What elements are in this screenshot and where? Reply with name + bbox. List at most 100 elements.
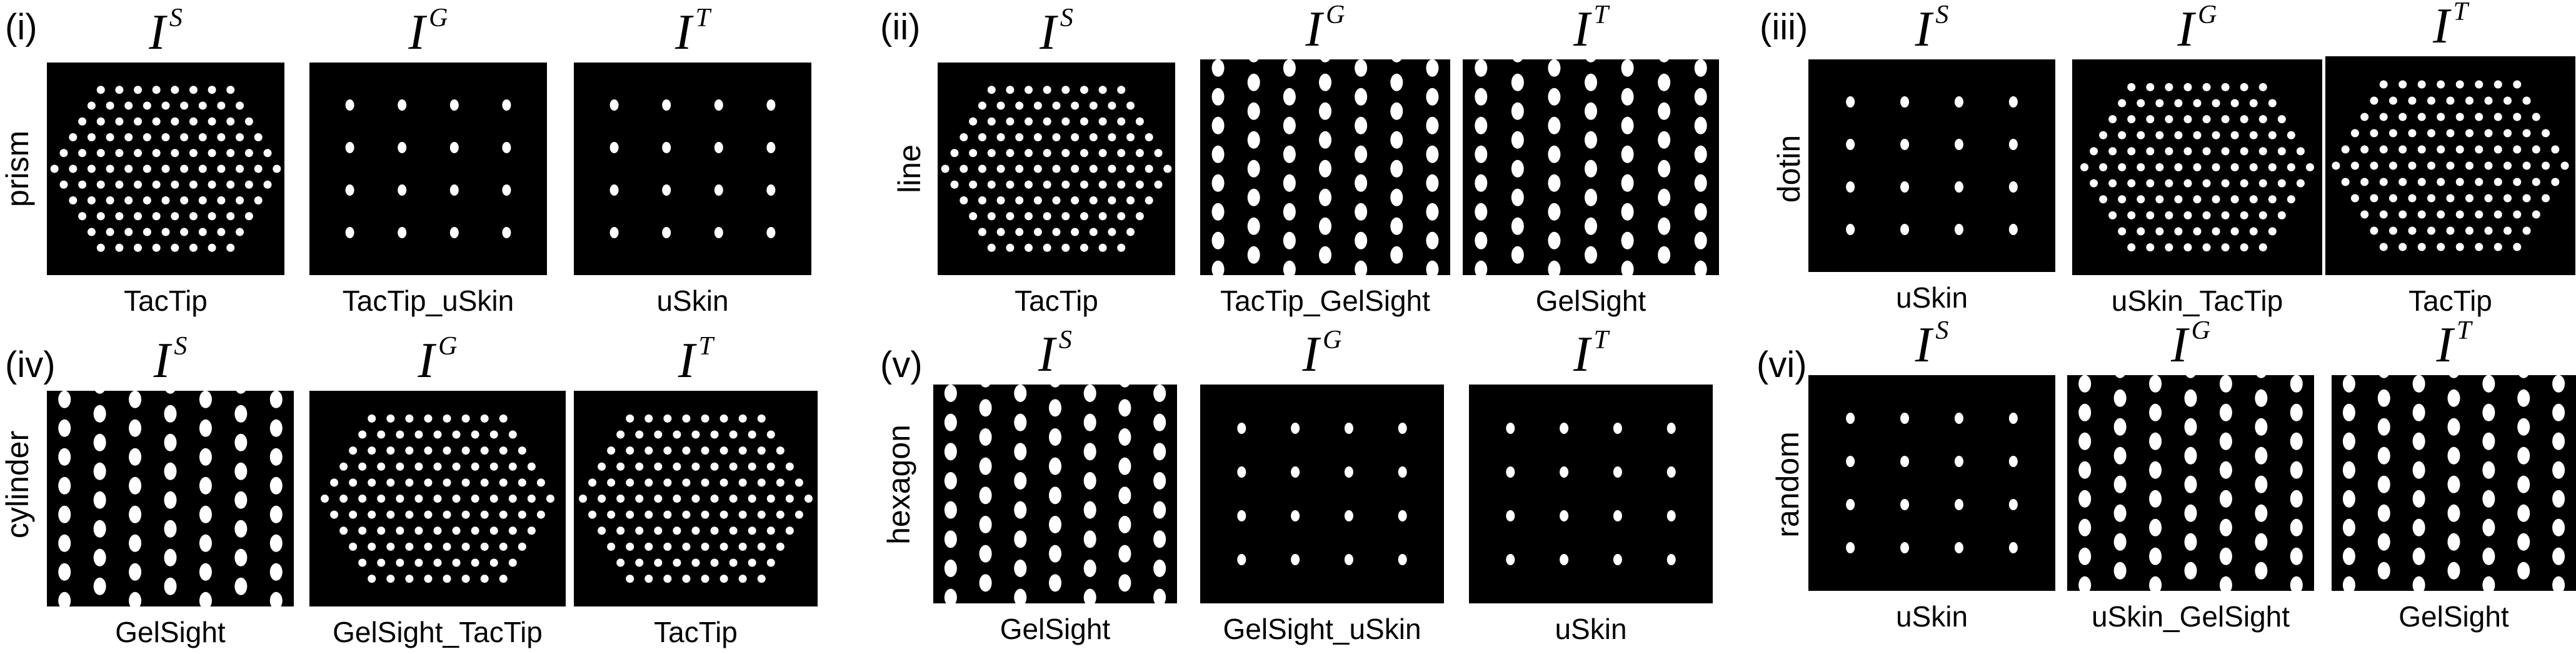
marker-dot xyxy=(217,164,226,173)
marker-dot xyxy=(93,491,106,509)
marker-dot xyxy=(452,558,461,567)
marker-dot xyxy=(1390,73,1403,91)
marker-dot xyxy=(449,227,459,238)
panel-caption: uSkin xyxy=(1555,613,1627,645)
marker-dot xyxy=(1900,139,1910,150)
marker-dot xyxy=(1126,164,1135,173)
marker-dot xyxy=(368,414,376,423)
marker-dot xyxy=(433,526,442,535)
marker-dot xyxy=(1426,116,1439,134)
marker-dot xyxy=(2342,490,2355,508)
marker-dot xyxy=(2493,80,2502,89)
marker-dot xyxy=(1694,59,1707,77)
marker-dot xyxy=(244,117,253,126)
marker-dot xyxy=(58,591,71,606)
marker-dot xyxy=(106,164,114,173)
marker-dot xyxy=(1211,88,1225,106)
marker-dot xyxy=(2388,161,2397,170)
marker-dot xyxy=(766,526,775,535)
marker-dot xyxy=(2008,224,2018,235)
marker-pattern xyxy=(58,391,283,606)
marker-dot xyxy=(2149,576,2162,591)
marker-image-panel xyxy=(47,391,294,606)
marker-dot xyxy=(2370,96,2378,105)
marker-dot xyxy=(2212,99,2220,108)
marker-dot xyxy=(2417,113,2426,121)
marker-dot xyxy=(2484,161,2493,170)
marker-dot xyxy=(1015,164,1024,173)
marker-dot xyxy=(2522,96,2531,105)
marker-dot xyxy=(1126,101,1135,110)
marker-dot xyxy=(2155,99,2164,108)
marker-dot xyxy=(1083,560,1096,577)
marker-dot xyxy=(2379,113,2388,121)
marker-dot xyxy=(2377,446,2390,465)
marker-dot xyxy=(673,526,681,535)
marker-dot xyxy=(2513,145,2522,154)
marker-dot xyxy=(1247,246,1260,264)
marker-dot xyxy=(180,228,189,236)
marker-dot xyxy=(1666,466,1676,478)
marker-dot xyxy=(386,542,395,551)
marker-dot xyxy=(134,149,143,158)
marker-dot xyxy=(269,448,283,466)
marker-dot xyxy=(217,196,226,205)
group-label: (i) xyxy=(5,7,38,48)
marker-dot xyxy=(1355,203,1368,221)
marker-dot xyxy=(2113,418,2127,436)
marker-dot xyxy=(1291,423,1300,434)
marker-dot xyxy=(87,101,96,110)
marker-dot xyxy=(1900,181,1910,193)
marker-dot xyxy=(424,446,433,455)
marker-dot xyxy=(124,101,133,110)
marker-dot xyxy=(1560,423,1569,434)
marker-dot xyxy=(2552,547,2565,565)
marker-dot xyxy=(979,486,992,505)
marker-dot xyxy=(2398,145,2407,154)
marker-dot xyxy=(1163,164,1172,173)
marker-dot xyxy=(1247,131,1260,149)
marker-dot xyxy=(2412,432,2425,450)
marker-dot xyxy=(1006,180,1015,189)
marker-dot xyxy=(2447,389,2460,407)
marker-dot xyxy=(978,228,986,236)
marker-dot xyxy=(2137,131,2145,139)
marker-dot xyxy=(2219,403,2232,421)
marker-dot xyxy=(598,495,606,503)
marker-dot xyxy=(1211,59,1225,77)
marker-dot xyxy=(1390,217,1403,235)
marker-dot xyxy=(710,526,719,535)
marker-dot xyxy=(944,385,957,402)
marker-dot xyxy=(358,526,367,535)
marker-dot xyxy=(377,526,386,535)
marker-dot xyxy=(2184,533,2197,551)
marker-dot xyxy=(124,164,133,173)
marker-dot xyxy=(208,117,216,126)
marker-dot xyxy=(1014,501,1027,519)
marker-dot xyxy=(2342,375,2355,393)
marker-dot xyxy=(2287,195,2295,204)
marker-dot xyxy=(1052,101,1061,110)
marker-dot xyxy=(1043,212,1051,221)
marker-dot xyxy=(1145,196,1153,205)
marker-dot xyxy=(518,478,526,487)
panel-caption: uSkin_GelSight xyxy=(2091,600,2290,633)
marker-dot xyxy=(2408,129,2417,138)
marker-dot xyxy=(199,505,212,523)
marker-dot xyxy=(588,510,597,519)
marker-dot xyxy=(106,133,114,141)
marker-dot xyxy=(2255,389,2268,407)
marker-dot xyxy=(339,495,348,503)
marker-dot xyxy=(2465,129,2474,138)
marker-dot xyxy=(691,430,700,439)
marker-dot xyxy=(2465,161,2474,170)
marker-dot xyxy=(78,117,87,126)
marker-dot xyxy=(1098,212,1107,221)
group-label: (ii) xyxy=(880,7,921,48)
marker-dot xyxy=(979,428,992,446)
marker-dot xyxy=(1083,413,1096,431)
marker-dot xyxy=(236,133,244,141)
marker-dot xyxy=(461,575,470,583)
marker-dot xyxy=(443,542,451,551)
marker-dot xyxy=(1585,73,1597,91)
